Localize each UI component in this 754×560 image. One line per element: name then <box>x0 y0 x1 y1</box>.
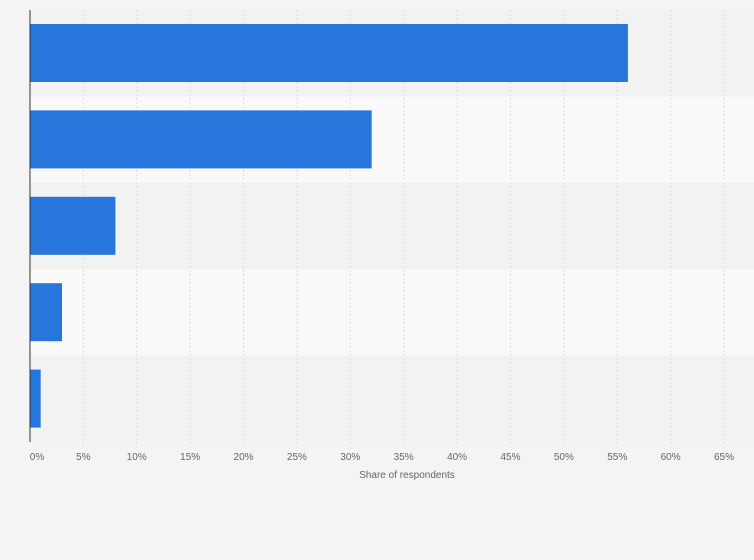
x-tick-label-10: 10% <box>127 452 147 463</box>
x-tick-label-15: 15% <box>180 452 200 463</box>
row-band-4 <box>30 269 754 356</box>
gridlines <box>82 10 725 450</box>
x-tick-label-55: 55% <box>607 452 627 463</box>
x-tick-label-45: 45% <box>500 452 520 463</box>
bar-2 <box>30 110 372 169</box>
x-tick-label-25: 25% <box>287 452 307 463</box>
bars <box>30 24 628 428</box>
x-tick-label-50: 50% <box>554 452 574 463</box>
x-tick-label-65: 65% <box>714 452 734 463</box>
row-band-3 <box>30 182 754 270</box>
x-tick-label-60: 60% <box>661 452 681 463</box>
bar-3 <box>30 196 116 255</box>
x-tick-label-30: 30% <box>340 452 360 463</box>
row-band-5 <box>30 355 754 442</box>
x-tick-label-40: 40% <box>447 452 467 463</box>
bar-1 <box>30 24 628 82</box>
x-axis-ticks: 0% 5% 10% 15% 20% 25% 30% 35% 40% 45% 50% 55% 60% 65% <box>30 452 734 463</box>
x-tick-label-20: 20% <box>234 452 254 463</box>
bar-4 <box>30 283 63 342</box>
row-bands <box>30 10 754 442</box>
x-axis-title: Share of respondents <box>359 470 455 481</box>
bar-5 <box>30 369 41 428</box>
x-tick-label-5: 5% <box>76 452 91 463</box>
x-tick-label-35: 35% <box>394 452 414 463</box>
x-tick-label-0: 0% <box>30 452 45 463</box>
